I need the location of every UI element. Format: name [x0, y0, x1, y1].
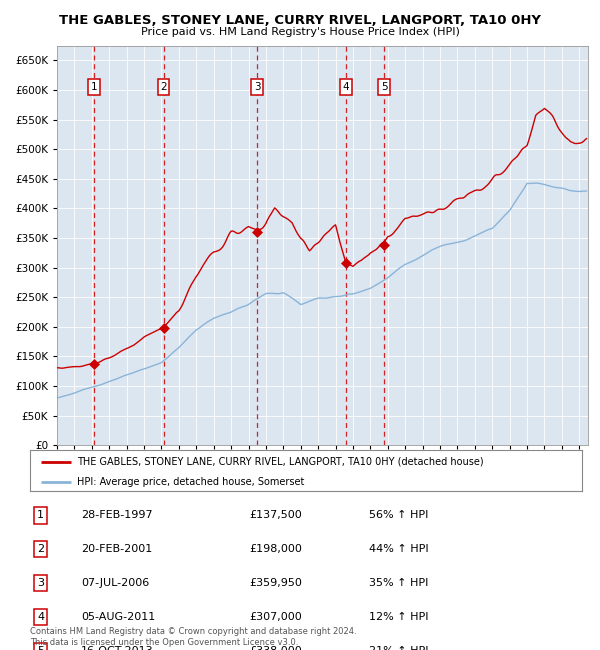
Text: 1: 1 [91, 82, 97, 92]
Text: 35% ↑ HPI: 35% ↑ HPI [369, 578, 428, 588]
Text: 4: 4 [343, 82, 349, 92]
Text: HPI: Average price, detached house, Somerset: HPI: Average price, detached house, Some… [77, 477, 304, 487]
Text: 05-AUG-2011: 05-AUG-2011 [81, 612, 155, 622]
Text: 3: 3 [254, 82, 260, 92]
Text: 2: 2 [160, 82, 167, 92]
Text: 4: 4 [37, 612, 44, 622]
Text: 12% ↑ HPI: 12% ↑ HPI [369, 612, 428, 622]
Text: 44% ↑ HPI: 44% ↑ HPI [369, 544, 428, 554]
Text: Contains HM Land Registry data © Crown copyright and database right 2024.
This d: Contains HM Land Registry data © Crown c… [30, 627, 356, 647]
Text: Price paid vs. HM Land Registry's House Price Index (HPI): Price paid vs. HM Land Registry's House … [140, 27, 460, 37]
Text: £359,950: £359,950 [249, 578, 302, 588]
Text: 28-FEB-1997: 28-FEB-1997 [81, 510, 152, 521]
Text: 21% ↑ HPI: 21% ↑ HPI [369, 645, 428, 650]
Text: 56% ↑ HPI: 56% ↑ HPI [369, 510, 428, 521]
Text: 20-FEB-2001: 20-FEB-2001 [81, 544, 152, 554]
Text: 1: 1 [37, 510, 44, 521]
Text: 5: 5 [37, 645, 44, 650]
Text: THE GABLES, STONEY LANE, CURRY RIVEL, LANGPORT, TA10 0HY (detached house): THE GABLES, STONEY LANE, CURRY RIVEL, LA… [77, 457, 484, 467]
Text: £137,500: £137,500 [249, 510, 302, 521]
Text: 3: 3 [37, 578, 44, 588]
Text: 16-OCT-2013: 16-OCT-2013 [81, 645, 154, 650]
Text: £307,000: £307,000 [249, 612, 302, 622]
Text: £198,000: £198,000 [249, 544, 302, 554]
Text: 5: 5 [381, 82, 388, 92]
Text: THE GABLES, STONEY LANE, CURRY RIVEL, LANGPORT, TA10 0HY: THE GABLES, STONEY LANE, CURRY RIVEL, LA… [59, 14, 541, 27]
Text: 07-JUL-2006: 07-JUL-2006 [81, 578, 149, 588]
Text: 2: 2 [37, 544, 44, 554]
Text: £338,000: £338,000 [249, 645, 302, 650]
